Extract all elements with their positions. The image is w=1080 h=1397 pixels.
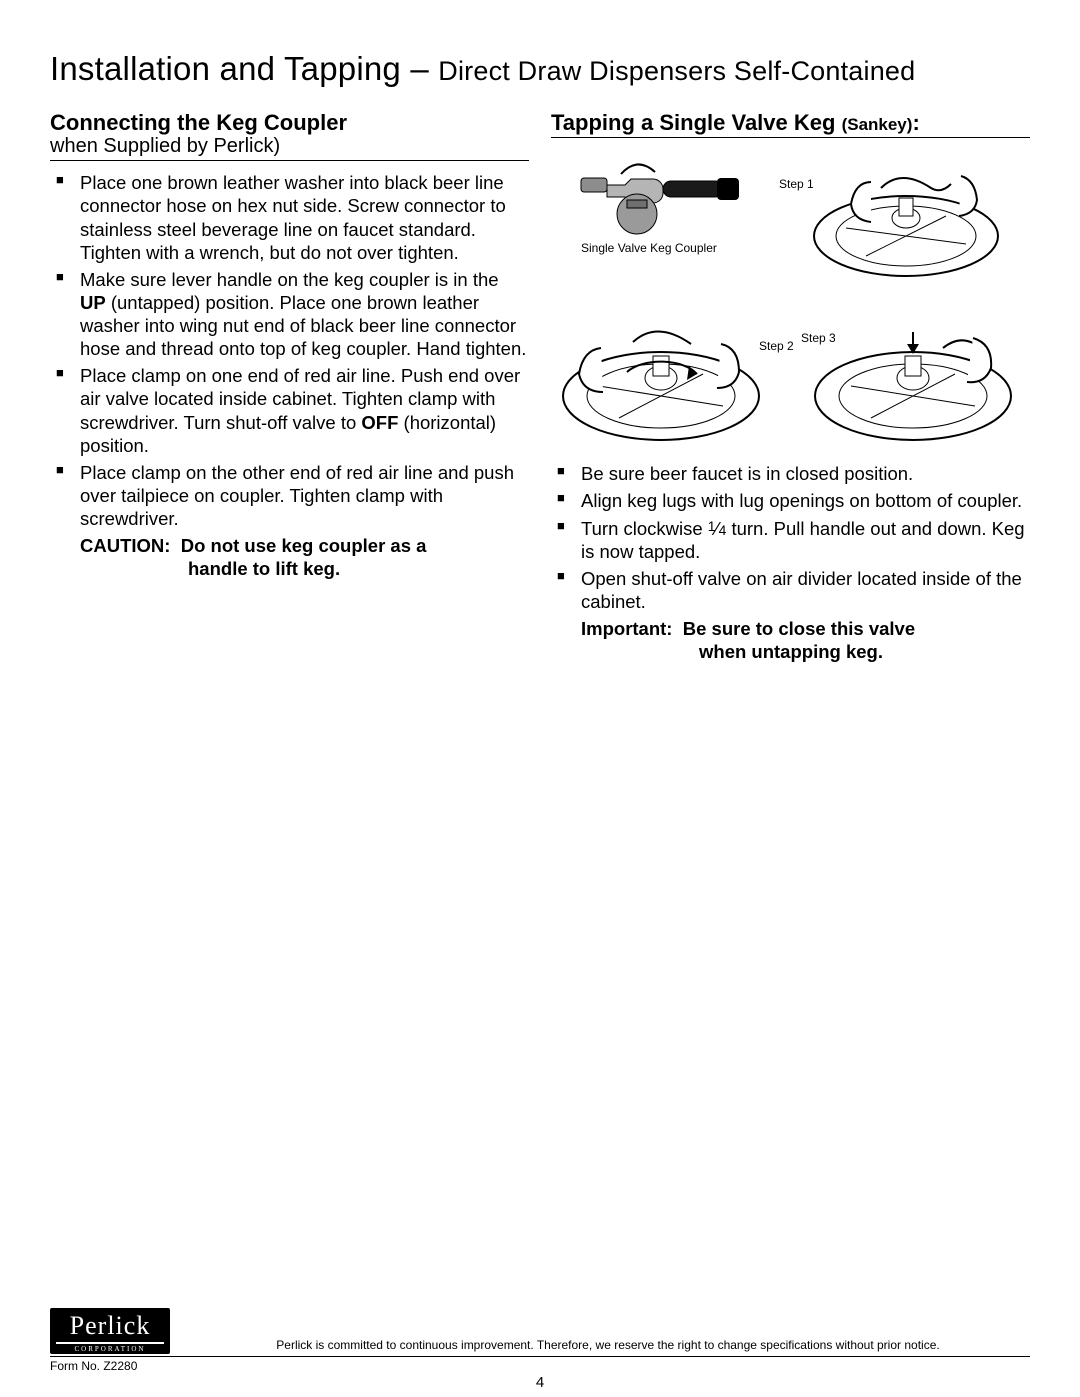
caution-line1: Do not use keg coupler as a	[181, 535, 427, 556]
page-number: 4	[50, 1374, 1030, 1391]
diagram-svg: Single Valve Keg Coupler S	[551, 148, 1031, 448]
title-sub: Direct Draw Dispensers Self-Contained	[438, 56, 915, 86]
caution-block: CAUTION: Do not use keg coupler as a han…	[50, 534, 529, 580]
right-heading-text: Tapping a Single Valve Keg	[551, 110, 842, 135]
form-number: Form No. Z2280	[50, 1359, 1030, 1373]
bullet-text: Make sure lever handle on the keg couple…	[80, 269, 526, 359]
bullet-text: Place clamp on one end of red air line. …	[80, 365, 520, 455]
footer-disclaimer: Perlick is committed to continuous impro…	[186, 1338, 1030, 1354]
important-line1: Be sure to close this valve	[683, 618, 915, 639]
keg-diagram: Single Valve Keg Coupler S	[551, 148, 1030, 448]
footer: Perlick CORPORATION Perlick is committed…	[50, 1308, 1030, 1373]
list-item: Place one brown leather washer into blac…	[56, 171, 529, 264]
right-heading-small: (Sankey)	[842, 115, 913, 134]
bullet-text: Be sure beer faucet is in closed positio…	[581, 463, 913, 484]
important-block: Important: Be sure to close this valve w…	[551, 617, 1030, 663]
bullet-text: Open shut-off valve on air divider locat…	[581, 568, 1022, 612]
list-item: Place clamp on the other end of red air …	[56, 461, 529, 530]
right-column: Tapping a Single Valve Keg (Sankey):	[551, 110, 1030, 663]
list-item: Turn clockwise 1⁄4 turn. Pull handle out…	[557, 517, 1030, 563]
columns: Connecting the Keg Coupler when Supplied…	[50, 110, 1030, 663]
title-dash: –	[401, 50, 438, 87]
title-main: Installation and Tapping	[50, 50, 401, 87]
important-label: Important:	[581, 618, 672, 639]
coupler-label: Single Valve Keg Coupler	[581, 241, 717, 255]
left-heading: Connecting the Keg Coupler	[50, 110, 529, 135]
list-item: Make sure lever handle on the keg couple…	[56, 268, 529, 361]
bullet-text: Place one brown leather washer into blac…	[80, 172, 506, 262]
list-item: Open shut-off valve on air divider locat…	[557, 567, 1030, 613]
bullet-text: Turn clockwise 1⁄4 turn. Pull handle out…	[581, 518, 1025, 562]
list-item: Align keg lugs with lug openings on bott…	[557, 489, 1030, 512]
step1-label: Step 1	[779, 177, 814, 191]
right-heading: Tapping a Single Valve Keg (Sankey):	[551, 110, 1030, 135]
right-heading-colon: :	[912, 110, 919, 135]
page: Installation and Tapping – Direct Draw D…	[0, 0, 1080, 1397]
left-column: Connecting the Keg Coupler when Supplied…	[50, 110, 529, 663]
bullet-text: Align keg lugs with lug openings on bott…	[581, 490, 1022, 511]
important-line2: when untapping keg.	[581, 640, 1030, 663]
step1-icon	[814, 176, 998, 276]
step2-label: Step 2	[759, 339, 794, 353]
logo-corp: CORPORATION	[50, 1344, 170, 1354]
list-item: Place clamp on one end of red air line. …	[56, 364, 529, 457]
list-item: Be sure beer faucet is in closed positio…	[557, 462, 1030, 485]
left-heading-block: Connecting the Keg Coupler when Supplied…	[50, 110, 529, 161]
right-heading-block: Tapping a Single Valve Keg (Sankey):	[551, 110, 1030, 138]
step3-label: Step 3	[801, 331, 836, 345]
caution-label: CAUTION:	[80, 535, 170, 556]
perlick-logo: Perlick CORPORATION	[50, 1308, 170, 1354]
step3-icon	[815, 332, 1011, 440]
left-subheading: when Supplied by Perlick)	[50, 135, 529, 158]
coupler-icon	[581, 165, 739, 235]
logo-brand: Perlick	[56, 1310, 164, 1344]
left-bullets: Place one brown leather washer into blac…	[50, 171, 529, 530]
footer-row: Perlick CORPORATION Perlick is committed…	[50, 1308, 1030, 1354]
page-title: Installation and Tapping – Direct Draw D…	[50, 50, 1030, 88]
right-bullets: Be sure beer faucet is in closed positio…	[551, 462, 1030, 613]
footer-rule	[50, 1356, 1030, 1357]
step2-icon	[563, 332, 759, 441]
caution-line2: handle to lift keg.	[188, 558, 340, 579]
bullet-text: Place clamp on the other end of red air …	[80, 462, 514, 529]
